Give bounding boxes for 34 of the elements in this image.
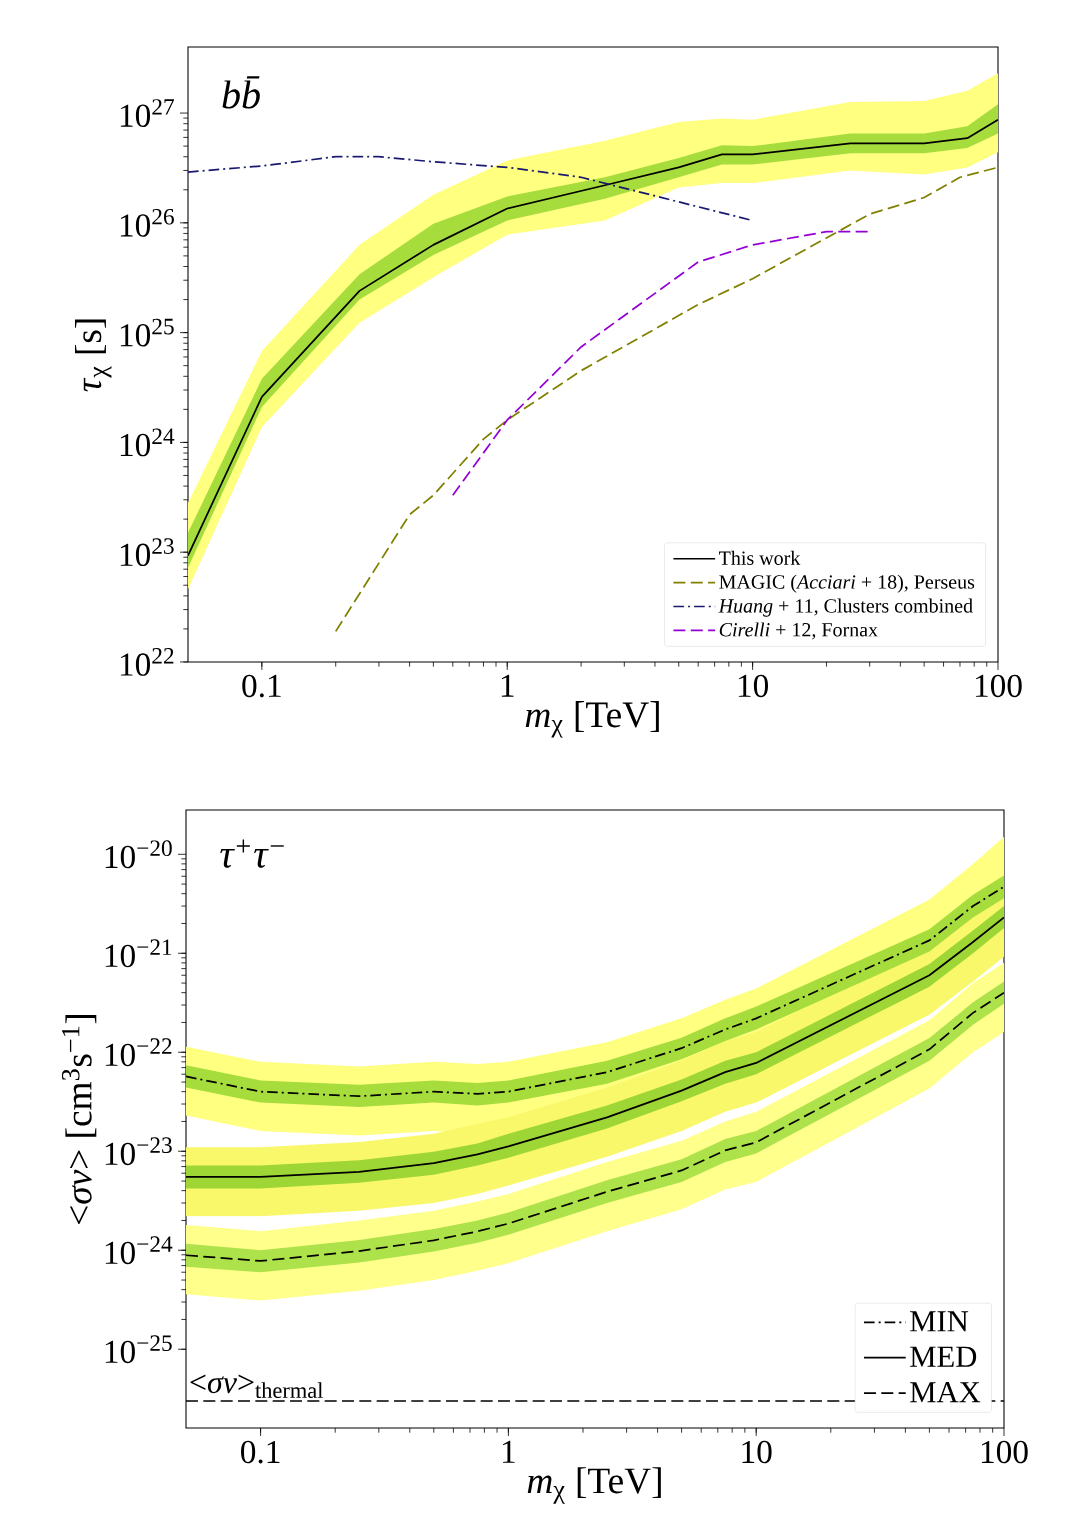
y-tick-label: 10$^{22}$ bbox=[120, 648, 174, 676]
y-tick-label: 10$^{−23}$ bbox=[105, 1137, 172, 1166]
y-tick-label: 10$^{−25}$ bbox=[105, 1335, 172, 1364]
legend-label: MIN bbox=[910, 1311, 969, 1332]
y-tick-label: 10$^{24}$ bbox=[120, 428, 175, 457]
y-tick-label: 10$^{−21}$ bbox=[105, 939, 172, 968]
y-axis-title: τ$_{χ}$ [s] bbox=[75, 319, 112, 392]
y-tick-label: 10$^{25}$ bbox=[120, 318, 174, 347]
y-tick-label: 10$^{−22}$ bbox=[105, 1038, 172, 1067]
x-tick-label: 0.1 bbox=[241, 1440, 280, 1464]
legend-label: This work bbox=[719, 550, 801, 565]
x-tick-label: 1 bbox=[502, 1440, 515, 1463]
y-axis-title: <σv> [cm$^{3}$s$^{−1}$] bbox=[61, 1014, 97, 1224]
x-axis-title: m$_{χ}$ [TeV] bbox=[525, 701, 659, 738]
legend-label: MAGIC (Acciari + 18), Perseus bbox=[719, 574, 975, 593]
x-tick-label: 0.1 bbox=[242, 674, 281, 698]
y-tick-label: 10$^{27}$ bbox=[120, 99, 174, 127]
y-tick-label: 10$^{−24}$ bbox=[105, 1236, 173, 1265]
legend-label: Huang + 11, Clusters combined bbox=[718, 598, 973, 617]
x-axis-title: m$_{χ}$ [TeV] bbox=[527, 1467, 661, 1504]
y-tick-label: 10$^{23}$ bbox=[120, 538, 174, 567]
x-tick-label: 100 bbox=[975, 674, 1022, 698]
y-tick-label: 10$^{−20}$ bbox=[105, 840, 172, 869]
legend-label: MED bbox=[910, 1346, 977, 1367]
annotation: τ$^{+}$τ$^{−}$ bbox=[220, 839, 284, 868]
x-tick-label: 10 bbox=[742, 1440, 772, 1464]
annotation: bb̄ bbox=[222, 76, 260, 109]
legend-label: Cirelli + 12, Fornax bbox=[719, 622, 878, 640]
legend-label: MAX bbox=[910, 1382, 981, 1403]
x-tick-label: 100 bbox=[981, 1440, 1028, 1464]
ref-line-label: <σv>$_{thermal}$ bbox=[190, 1374, 323, 1399]
y-tick-label: 10$^{26}$ bbox=[120, 208, 174, 237]
x-tick-label: 1 bbox=[501, 674, 514, 697]
x-tick-label: 10 bbox=[738, 674, 769, 698]
